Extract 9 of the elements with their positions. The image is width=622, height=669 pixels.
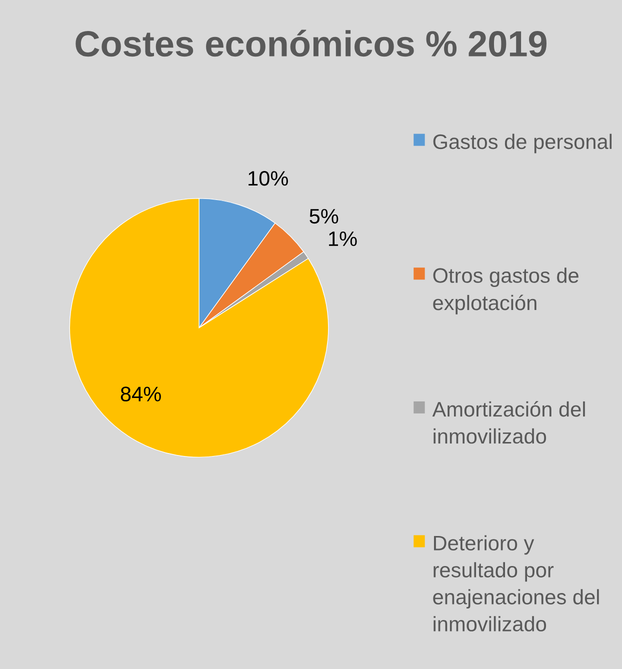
legend-label: Amortización del inmovilizado	[432, 401, 585, 444]
legend-label: Otros gastos de explotación	[433, 268, 578, 314]
chart-title: Costes económicos % 2019	[76, 30, 547, 57]
data-label: 84%	[120, 386, 161, 402]
data-label: 10%	[248, 170, 288, 186]
data-label: 5%	[310, 208, 338, 224]
legend-label: Deterioro y resultado por enajenaciones del inmovilizado	[433, 535, 599, 632]
data-label: 1%	[329, 231, 357, 246]
legend-label: Gastos de personal	[433, 134, 612, 154]
